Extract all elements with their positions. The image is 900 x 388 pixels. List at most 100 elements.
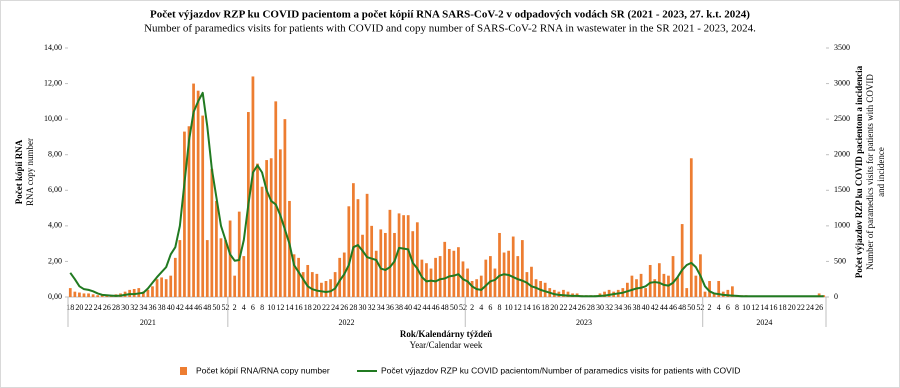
bar (292, 254, 296, 297)
y2-tick-label: 1500 (834, 185, 850, 194)
bar (361, 234, 364, 297)
legend-label: Počet kópií RNA/RNA copy number (196, 365, 330, 375)
x-tick-label: 40 (167, 303, 175, 312)
y-tick-label: 0,00 (48, 292, 62, 301)
bar (731, 286, 734, 297)
bar (703, 291, 707, 297)
chart-subtitle: Number of paramedics visits for patients… (144, 23, 756, 35)
y2-tick-label: 3000 (834, 78, 850, 87)
x-tick-label: 14 (285, 303, 293, 312)
bar (215, 200, 218, 297)
bar (283, 119, 287, 298)
bar (712, 293, 716, 297)
bar (132, 288, 136, 297)
bar (374, 250, 378, 297)
bar (402, 215, 405, 297)
y-tick-label: 6,00 (48, 185, 62, 194)
bar (301, 272, 305, 297)
x-tick-label: 36 (623, 303, 631, 312)
x-tick-label: 6 (251, 303, 255, 312)
y2-tick-label: 500 (834, 256, 846, 265)
bar (726, 289, 730, 297)
bar (169, 275, 173, 297)
bar (680, 224, 684, 297)
x-tick-label: 6 (726, 303, 730, 312)
bar (603, 291, 606, 297)
bar (178, 240, 182, 297)
x-tick-label: 12 (514, 303, 522, 312)
bar (274, 101, 278, 297)
bar (365, 193, 369, 297)
x-tick-label: 52 (459, 303, 467, 312)
bar (648, 264, 652, 297)
x-tick-label: 8 (735, 303, 739, 312)
bar (676, 277, 679, 297)
bar (347, 206, 351, 297)
bar (96, 295, 100, 297)
x-tick-label: 22 (559, 303, 567, 312)
line (69, 91, 824, 298)
bar (653, 279, 657, 297)
x-tick-label: 46 (669, 303, 677, 312)
x-tick-label: 46 (432, 303, 440, 312)
bar (196, 90, 200, 297)
x-tick-label: 50 (450, 303, 458, 312)
bar (141, 291, 145, 297)
x-tick-label: 30 (121, 303, 129, 312)
x-tick-label: 18 (304, 303, 312, 312)
x-tick-label: 50 (212, 303, 220, 312)
legend-swatch (180, 367, 187, 375)
x-tick-label: 6 (488, 303, 492, 312)
x-tick-label: 24 (331, 303, 339, 312)
x-tick-label: 4 (242, 303, 246, 312)
x-tick-label: 20 (313, 303, 321, 312)
bar (671, 256, 675, 297)
x-tick-label: 20 (75, 303, 83, 312)
bar (443, 241, 447, 297)
x-tick-label: 10 (742, 303, 750, 312)
bar (68, 288, 72, 297)
chart-title: Počet výjazdov RZP ku COVID pacientom a … (150, 9, 750, 21)
bar (379, 229, 383, 297)
bar (562, 289, 565, 297)
bar (452, 250, 456, 297)
bar (694, 275, 698, 297)
bar (370, 225, 374, 297)
x-tick-label: 30 (596, 303, 604, 312)
bar (297, 257, 300, 297)
year-label: 2024 (756, 318, 772, 327)
bar (520, 240, 524, 297)
x-tick-label: 10 (267, 303, 275, 312)
x-tick-label: 2 (470, 303, 474, 312)
bar (507, 250, 511, 297)
bar (511, 236, 515, 297)
x-tick-label: 50 (687, 303, 695, 312)
bar (817, 293, 821, 297)
bar (224, 240, 227, 297)
x-tick-label: 48 (203, 303, 211, 312)
bar (151, 286, 154, 297)
x-tick-label: 4 (717, 303, 721, 312)
x-tick-label: 44 (185, 303, 193, 312)
bar (146, 289, 150, 297)
x-tick-label: 24 (94, 303, 102, 312)
x-tick-label: 2 (708, 303, 712, 312)
bar (210, 168, 214, 297)
bar (269, 158, 273, 297)
x-tick-label: 40 (642, 303, 650, 312)
x-tick-label: 24 (806, 303, 814, 312)
x-axis-title: Rok/Kalendárny týždeň (400, 329, 492, 339)
x-tick-label: 14 (760, 303, 768, 312)
bar (228, 220, 232, 297)
bar (415, 222, 419, 297)
x-tick-label: 2 (233, 303, 237, 312)
x-tick-label: 26 (340, 303, 348, 312)
x-tick-label: 32 (368, 303, 376, 312)
bar (479, 275, 483, 297)
bar (219, 238, 223, 297)
bar (192, 83, 195, 297)
x-tick-label: 26 (578, 303, 586, 312)
bar (530, 266, 533, 297)
x-tick-label: 34 (139, 303, 147, 312)
